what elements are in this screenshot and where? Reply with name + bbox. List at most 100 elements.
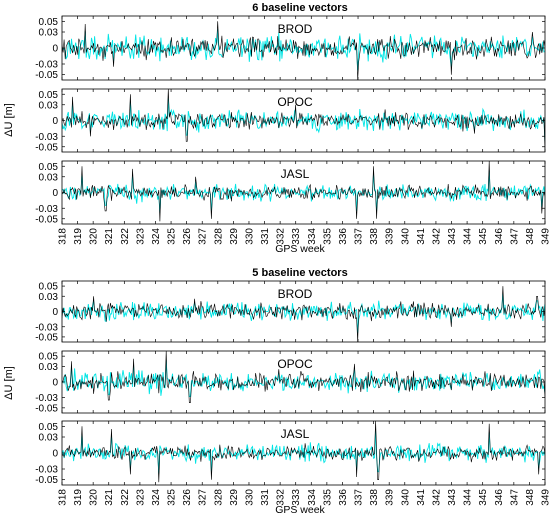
x-tick-label: 320: [89, 228, 100, 245]
y-tick-label: 0.05: [39, 162, 59, 173]
x-tick-label: 335: [322, 489, 333, 506]
x-tick-label: 340: [400, 489, 411, 506]
y-tick-label: 0.03: [39, 362, 59, 373]
y-tick-label: -0.03: [35, 204, 58, 215]
series-line-black: [62, 21, 545, 80]
x-tick-label: 332: [276, 228, 287, 245]
x-tick-label: 343: [447, 489, 458, 506]
x-tick-label: 343: [447, 228, 458, 245]
y-tick-label: -0.05: [35, 70, 58, 81]
series-line-cyan: [62, 430, 545, 474]
station-label: JASL: [281, 167, 310, 181]
x-tick-label: 330: [244, 228, 255, 245]
x-tick-label: 335: [322, 228, 333, 245]
station-label: OPOC: [277, 95, 313, 109]
x-tick-label: 322: [120, 228, 131, 245]
panel-opoc: OPOC 0.050.03 0 -0.03-0.05: [35, 88, 546, 153]
chart-title: 6 baseline vectors: [252, 2, 347, 14]
y-tick-label: 0.05: [39, 90, 59, 101]
x-tick-label: 319: [73, 228, 84, 245]
series-line-black: [62, 161, 545, 222]
x-axis-label: GPS week: [275, 243, 325, 255]
x-tick-label: 338: [369, 228, 380, 245]
x-tick-label: 347: [509, 228, 520, 245]
x-tick-label: 325: [167, 228, 178, 245]
x-tick-label: 344: [463, 228, 474, 245]
y-tick-label: -0.03: [35, 322, 58, 333]
panel-brod: BROD 0.050.03 0 -0.03-0.05: [35, 15, 546, 81]
x-tick-label: 336: [338, 489, 349, 506]
x-tick-label: 331: [260, 489, 271, 506]
x-tick-label: 331: [260, 228, 271, 245]
y-tick-label: 0.05: [39, 282, 59, 293]
x-tick-label: 339: [385, 228, 396, 245]
y-axis-label: ΔU [m]: [3, 103, 15, 137]
x-tick-label: 339: [385, 489, 396, 506]
x-tick-label: 346: [494, 228, 505, 245]
station-label: BROD: [278, 22, 313, 36]
y-tick-label: 0.03: [39, 292, 59, 303]
y-tick-label: 0.03: [39, 28, 59, 39]
x-tick-label: 327: [198, 489, 209, 506]
x-tick-label: 347: [509, 489, 520, 506]
x-tick-label: 323: [135, 489, 146, 506]
x-tick-label: 321: [104, 489, 115, 506]
x-axis-label: GPS week: [275, 504, 325, 516]
series-line-black: [62, 351, 545, 403]
y-tick-label: 0.03: [39, 433, 59, 444]
x-tick-label: 332: [276, 489, 287, 506]
x-tick-label: 324: [151, 228, 162, 245]
x-tick-label: 327: [198, 228, 209, 245]
y-tick-label: 0.05: [39, 422, 59, 433]
y-tick-label: -0.03: [35, 393, 58, 404]
x-tick-label: 326: [182, 228, 193, 245]
x-tick-label: 338: [369, 489, 380, 506]
y-tick-label: -0.05: [35, 142, 58, 153]
x-tick-label: 337: [354, 228, 365, 245]
y-tick-label: 0: [52, 449, 58, 460]
station-label: OPOC: [277, 357, 313, 371]
panel-opoc: OPOC 0.050.03 0 -0.03-0.05: [35, 350, 546, 414]
series-line-black: [62, 89, 545, 152]
panel-jasl: JASL 0.050.03 0 -0.03-0.05: [35, 160, 546, 225]
x-tick-label: 349: [541, 489, 550, 506]
y-tick-label: -0.05: [35, 475, 58, 486]
y-tick-label: -0.03: [35, 465, 58, 476]
y-tick-label: 0.05: [39, 352, 59, 363]
series-line-cyan: [62, 360, 545, 397]
y-tick-label: -0.05: [35, 403, 58, 414]
y-axis-label: ΔU [m]: [3, 366, 15, 400]
y-tick-label: -0.05: [35, 332, 58, 343]
x-tick-label: 320: [89, 489, 100, 506]
x-tick-label: 348: [525, 489, 536, 506]
x-tick-label: 318: [58, 489, 69, 506]
x-tick-label: 333: [291, 228, 302, 245]
x-tick-label: 329: [229, 489, 240, 506]
x-tick-label: 341: [416, 489, 427, 506]
y-tick-label: 0: [52, 307, 58, 318]
y-tick-label: 0.03: [39, 172, 59, 183]
x-tick-label: 336: [338, 228, 349, 245]
station-label: JASL: [281, 427, 310, 441]
x-tick-label: 323: [135, 228, 146, 245]
x-tick-label: 334: [307, 489, 318, 506]
x-tick-label: 326: [182, 489, 193, 506]
x-tick-label: 328: [213, 228, 224, 245]
station-label: BROD: [278, 287, 313, 301]
panel-jasl: JASL 0.050.03 0 -0.03-0.05: [35, 420, 546, 486]
x-tick-label: 346: [494, 489, 505, 506]
x-tick-label: 322: [120, 489, 131, 506]
y-tick-label: 0: [52, 378, 58, 389]
x-tick-label: 341: [416, 228, 427, 245]
x-tick-label: 345: [478, 228, 489, 245]
x-tick-label: 318: [58, 228, 69, 245]
chart-group-1: 6 baseline vectorsBROD0.050.030-0.03-0.0…: [3, 2, 550, 255]
x-tick-label: 340: [400, 228, 411, 245]
series-line-cyan: [62, 293, 545, 333]
x-tick-label: 348: [525, 228, 536, 245]
x-tick-label: 319: [73, 489, 84, 506]
x-tick-label: 333: [291, 489, 302, 506]
y-tick-label: 0: [52, 44, 58, 55]
x-tick-label: 325: [167, 489, 178, 506]
